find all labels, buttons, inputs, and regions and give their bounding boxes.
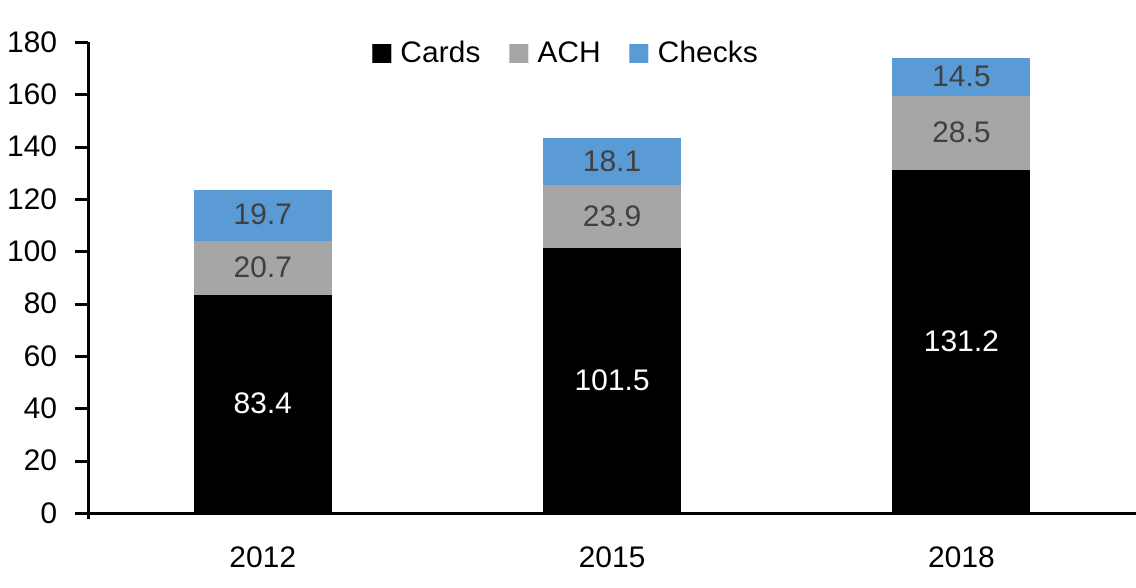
bar-2015-segment-checks: 18.1 — [543, 138, 681, 186]
bar-value-label: 28.5 — [932, 115, 991, 149]
y-axis-tick-label: 100 — [6, 234, 57, 268]
y-axis-tick — [75, 355, 88, 358]
y-axis-tick-label: 40 — [23, 391, 57, 425]
x-axis-label-2012: 2012 — [229, 541, 297, 574]
y-axis-tick-label: 20 — [23, 444, 57, 478]
y-axis-tick — [75, 302, 88, 306]
legend-label: Checks — [657, 36, 758, 69]
bar-2018-segment-ach: 28.5 — [892, 95, 1031, 171]
bar-value-label: 14.5 — [932, 59, 991, 93]
legend-item-checks: Checks — [629, 36, 758, 70]
y-axis-tick — [75, 459, 88, 463]
y-axis-tick — [75, 145, 88, 149]
bar-value-label: 131.2 — [923, 324, 999, 358]
bar-2015-segment-cards: 101.5 — [543, 247, 681, 514]
bar-2015-segment-ach: 23.9 — [543, 185, 681, 248]
legend-label: Cards — [400, 36, 481, 69]
y-axis-tick — [75, 407, 88, 411]
legend-swatch-ach — [509, 43, 529, 63]
bar-2012-segment-checks: 19.7 — [193, 189, 332, 242]
y-axis-tick — [75, 93, 88, 97]
y-axis-tick — [75, 250, 88, 254]
y-axis-tick-label: 120 — [6, 182, 57, 216]
chart-legend: Cards ACH Checks — [372, 36, 758, 70]
legend-swatch-cards — [372, 43, 392, 63]
x-axis-label-2018: 2018 — [927, 541, 995, 574]
y-axis-tick-label: 140 — [6, 130, 57, 164]
y-axis-tick-label: 180 — [6, 25, 57, 59]
y-axis-tick-label: 0 — [40, 496, 57, 530]
bar-2018-segment-cards: 131.2 — [892, 170, 1031, 514]
y-axis-tick — [75, 41, 88, 44]
legend-item-cards: Cards — [372, 36, 480, 70]
bar-value-label: 20.7 — [233, 251, 292, 285]
bar-value-label: 83.4 — [233, 387, 292, 421]
legend-swatch-checks — [629, 43, 649, 63]
bar-value-label: 23.9 — [582, 199, 642, 233]
y-axis-tick-label: 160 — [6, 77, 57, 111]
y-axis-tick-label: 60 — [23, 339, 57, 373]
legend-label: ACH — [537, 36, 601, 69]
x-axis-baseline — [75, 512, 1136, 515]
y-axis-line — [86, 42, 90, 519]
bar-value-label: 19.7 — [233, 198, 292, 232]
legend-item-ach: ACH — [509, 36, 601, 70]
x-axis-label-2015: 2015 — [578, 541, 646, 574]
bar-2012-segment-ach: 20.7 — [193, 241, 332, 296]
bar-2018-segment-checks: 14.5 — [892, 57, 1031, 96]
bar-2012-segment-cards: 83.4 — [193, 295, 332, 514]
y-axis-tick-label: 80 — [23, 287, 57, 321]
y-axis-tick — [75, 198, 88, 201]
bar-value-label: 101.5 — [574, 363, 650, 397]
bar-value-label: 18.1 — [582, 144, 642, 178]
